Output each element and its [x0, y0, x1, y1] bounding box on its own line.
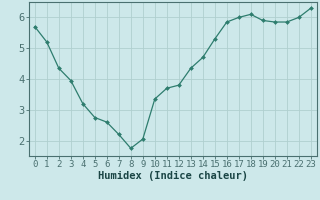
X-axis label: Humidex (Indice chaleur): Humidex (Indice chaleur) — [98, 171, 248, 181]
